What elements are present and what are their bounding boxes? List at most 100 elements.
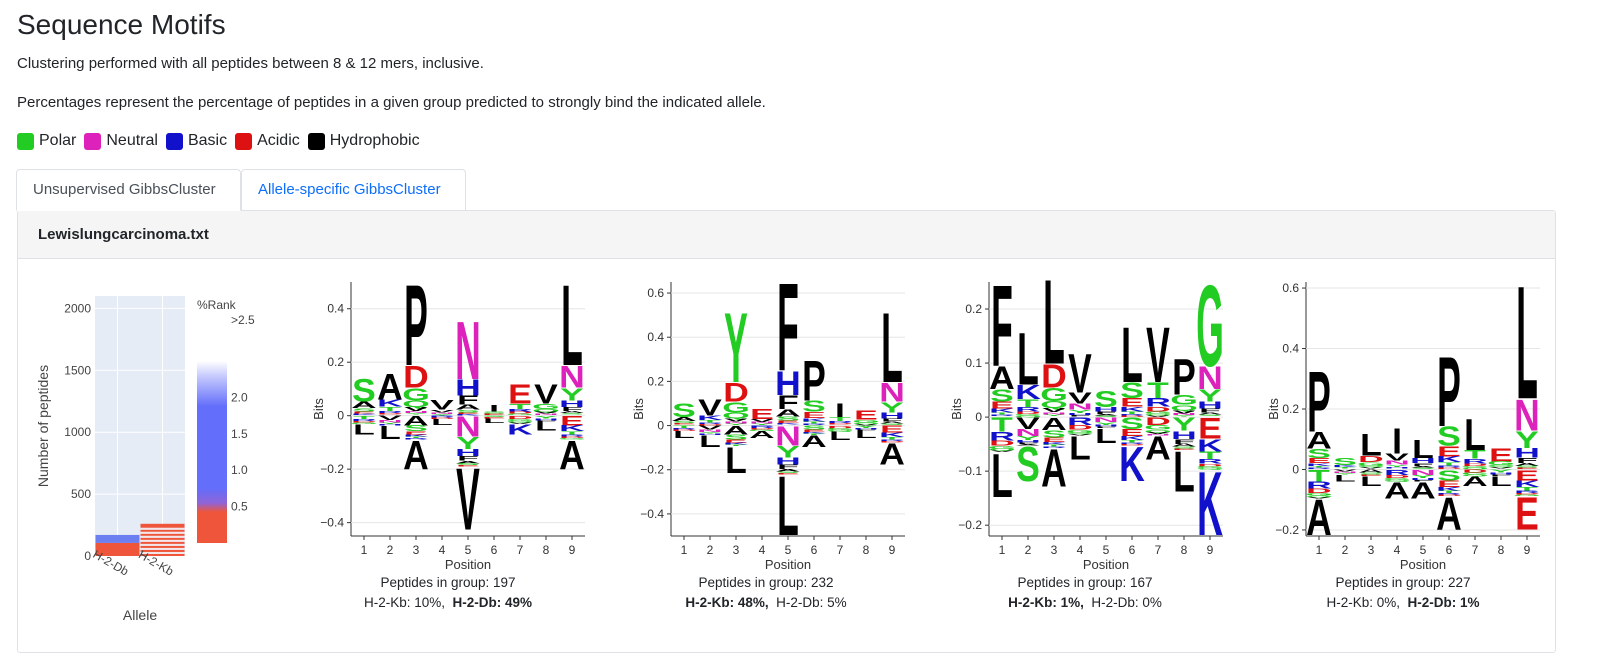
logo-letter-T: T (991, 414, 1013, 436)
logo-letter-S: S (1094, 387, 1118, 413)
logo-letter-R: R (989, 429, 1015, 443)
logo-letter-L: L (1017, 318, 1039, 401)
x-tick-label: 6 (491, 543, 498, 557)
logo-letter-T: T (1516, 486, 1538, 492)
logo-letter-S: S (482, 415, 506, 417)
legend-item-neutral: Neutral (84, 132, 158, 150)
logo-letter-V: V (698, 396, 722, 421)
logo-letter-Q: Q (988, 448, 1016, 451)
x-tick-label: 4 (1394, 543, 1401, 557)
logo-letter-S: S (672, 400, 696, 421)
logo-letter-S: S (1198, 414, 1222, 416)
logo-letter-T: T (1043, 444, 1066, 447)
logo-letter-T: T (561, 430, 583, 435)
logo-letter-T: T (353, 415, 375, 420)
logo-letter-A: A (559, 433, 585, 479)
y-tick-label: 0.2 (1282, 402, 1299, 416)
logo-letter-H: H (1488, 472, 1514, 475)
logo-letter-N: N (1332, 471, 1358, 473)
bar-segment (95, 542, 140, 556)
logo-letter-R: R (403, 438, 429, 440)
logo-letter-T: T (1308, 466, 1330, 485)
logo-letter-F: F (1199, 408, 1221, 414)
logo-letter-D: D (1145, 406, 1171, 413)
logo-letter-L: L (1334, 473, 1356, 483)
y-axis-label: Bits (1266, 398, 1281, 420)
logo-letter-R: R (507, 408, 533, 413)
logo-letter-G: G (1014, 414, 1042, 416)
logo-letter-N: N (533, 413, 559, 415)
y-tick-label: −0.2 (320, 462, 344, 476)
logo-letter-Q: Q (1066, 432, 1094, 435)
logo-letter-A: A (1171, 443, 1197, 448)
logo-letter-S: S (1307, 446, 1331, 461)
logo-letter-L: L (1360, 429, 1382, 464)
logo-letter-Y: Y (456, 433, 480, 452)
logo-letter-K: K (801, 417, 828, 422)
logo-letter-R: R (1436, 493, 1462, 495)
logo-letter-D: D (1197, 463, 1223, 467)
logo-letter-S: S (1016, 437, 1040, 492)
logo-letter-S: S (1437, 420, 1461, 451)
logo-letter-V: V (430, 397, 454, 412)
cluster-4-caption: Peptides in group: 227 H-2-Kb: 0%, H-2-D… (1273, 573, 1533, 613)
logo-letter-Y: Y (880, 399, 904, 416)
x-tick-label: 9 (889, 543, 896, 557)
colorbar-tick-label: 1.5 (231, 427, 248, 441)
y-tick-label: 0.6 (1282, 281, 1299, 295)
logo-letter-Q: Q (506, 421, 534, 423)
y-axis-label: Bits (311, 398, 326, 420)
x-tick-label: 2 (387, 543, 394, 557)
logo-letter-S: S (1359, 472, 1383, 475)
legend-item-polar: Polar (17, 132, 76, 150)
logo-letter-N: N (1171, 413, 1197, 416)
logo-letter-H: H (697, 433, 723, 435)
hydrophobic-swatch-icon (307, 132, 325, 150)
logo-letter-D: D (377, 413, 403, 415)
tab-allele-specific-gibbscluster[interactable]: Allele-specific GibbsCluster (241, 169, 466, 211)
logo-letter-Q: Q (1461, 467, 1489, 469)
logo-letter-D: D (507, 412, 533, 415)
logo-letter-G: G (558, 438, 586, 440)
logo-letter-G: G (1144, 411, 1172, 415)
acidic-swatch-icon (235, 132, 253, 150)
allele-kb-percent: H-2-Kb: 48%, (685, 595, 769, 610)
y-tick-label: 0.4 (647, 330, 664, 344)
logo-letter-A: A (1145, 430, 1171, 467)
logo-letter-N: N (403, 411, 429, 414)
logo-letter-A: A (1462, 474, 1488, 489)
logo-letter-H: H (455, 447, 481, 459)
bar-segment (140, 551, 185, 554)
logo-letter-N: N (1015, 427, 1041, 438)
logo-letter-K: K (351, 413, 377, 415)
logo-letter-D: D (989, 439, 1015, 447)
logo-letter-D: D (1462, 463, 1488, 467)
logo-letter-S: S (482, 411, 506, 414)
logo-letter-L: L (483, 418, 505, 425)
logo-letter-H: H (1015, 439, 1041, 443)
logo-letter-S: S (1042, 428, 1066, 440)
logo-letter-E: E (1515, 488, 1539, 540)
logo-letter-E: E (802, 429, 826, 433)
bar-segment (140, 523, 185, 527)
logo-letter-Q: Q (1144, 414, 1172, 416)
logo-letter-G: G (1144, 424, 1172, 431)
logo-letter-E: E (990, 400, 1014, 411)
logo-letter-E: E (802, 411, 826, 420)
logo-letter-K: K (1436, 486, 1463, 492)
logo-letter-E: E (482, 417, 506, 419)
x-tick-label: 1 (1316, 543, 1323, 557)
logo-letter-K: K (723, 442, 749, 445)
logo-letter-N: N (879, 377, 905, 408)
logo-letter-Q: Q (1040, 399, 1068, 411)
logo-letter-V: V (456, 451, 480, 549)
logo-letter-A: A (749, 429, 775, 441)
logo-letter-Y: Y (1489, 469, 1513, 474)
logo-letter-D: D (749, 428, 775, 430)
logo-letter-S: S (776, 471, 800, 473)
logo-letter-D: D (1358, 455, 1384, 464)
logo-letter-N: N (1197, 360, 1223, 396)
tab-unsupervised-gibbscluster[interactable]: Unsupervised GibbsCluster (16, 169, 241, 211)
logo-letter-L: L (1490, 474, 1512, 489)
